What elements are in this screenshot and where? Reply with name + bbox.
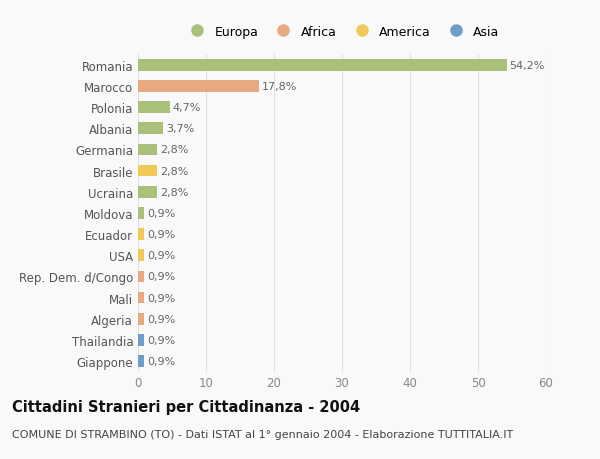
Text: 0,9%: 0,9%	[147, 208, 175, 218]
Text: 2,8%: 2,8%	[160, 166, 188, 176]
Text: 0,9%: 0,9%	[147, 314, 175, 324]
Bar	[138, 186, 157, 198]
Legend: Europa, Africa, America, Asia: Europa, Africa, America, Asia	[182, 23, 502, 41]
Bar	[138, 250, 144, 262]
Text: 0,9%: 0,9%	[147, 251, 175, 261]
Text: 2,8%: 2,8%	[160, 145, 188, 155]
Bar	[138, 229, 144, 241]
Text: 17,8%: 17,8%	[262, 82, 297, 92]
Text: 0,9%: 0,9%	[147, 272, 175, 282]
Bar	[138, 292, 144, 304]
Bar	[138, 123, 163, 135]
Bar	[138, 207, 144, 219]
Text: 0,9%: 0,9%	[147, 335, 175, 345]
Bar	[138, 271, 144, 283]
Bar	[138, 81, 259, 93]
Text: 0,9%: 0,9%	[147, 356, 175, 366]
Text: 4,7%: 4,7%	[173, 103, 201, 113]
Bar	[138, 102, 170, 114]
Text: Cittadini Stranieri per Cittadinanza - 2004: Cittadini Stranieri per Cittadinanza - 2…	[12, 399, 360, 414]
Text: 2,8%: 2,8%	[160, 187, 188, 197]
Bar	[138, 165, 157, 177]
Bar	[138, 144, 157, 156]
Text: 0,9%: 0,9%	[147, 293, 175, 303]
Text: 54,2%: 54,2%	[509, 61, 545, 71]
Text: 0,9%: 0,9%	[147, 230, 175, 240]
Bar	[138, 355, 144, 367]
Bar	[138, 313, 144, 325]
Bar	[138, 334, 144, 346]
Text: COMUNE DI STRAMBINO (TO) - Dati ISTAT al 1° gennaio 2004 - Elaborazione TUTTITAL: COMUNE DI STRAMBINO (TO) - Dati ISTAT al…	[12, 429, 513, 439]
Bar	[138, 60, 506, 72]
Text: 3,7%: 3,7%	[166, 124, 194, 134]
